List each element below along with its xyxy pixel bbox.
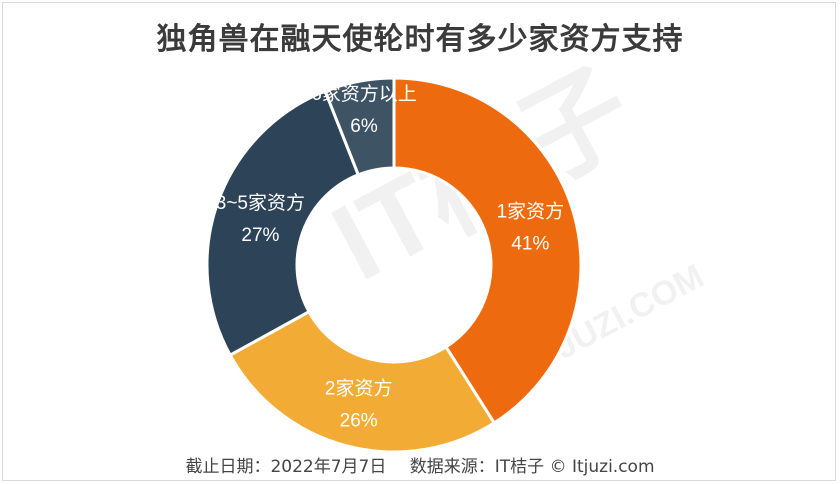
footer-source: 数据来源：IT桔子 © Itjuzi.com — [409, 457, 655, 477]
slice-value-label: 41% — [511, 233, 549, 254]
chart-title: 独角兽在融天使轮时有多少家资方支持 — [156, 22, 684, 57]
slice-2 — [228, 309, 497, 454]
slice-1 — [392, 76, 583, 425]
slice-category-label: 3~5家资方 — [216, 192, 305, 214]
chart-footer: 截止日期：2022年7月7日 数据来源：IT桔子 © Itjuzi.com — [0, 452, 840, 477]
slice-3 — [205, 89, 361, 358]
footer-date: 截止日期：2022年7月7日 — [185, 457, 387, 477]
slice-category-label: 6家资方以上 — [311, 83, 417, 105]
slice-value-label: 6% — [350, 116, 378, 137]
slice-category-label: 2家资方 — [325, 378, 393, 400]
slice-category-label: 1家资方 — [497, 200, 565, 222]
slice-value-label: 27% — [241, 225, 279, 246]
slice-4 — [323, 76, 396, 177]
slice-value-label: 26% — [340, 411, 378, 432]
